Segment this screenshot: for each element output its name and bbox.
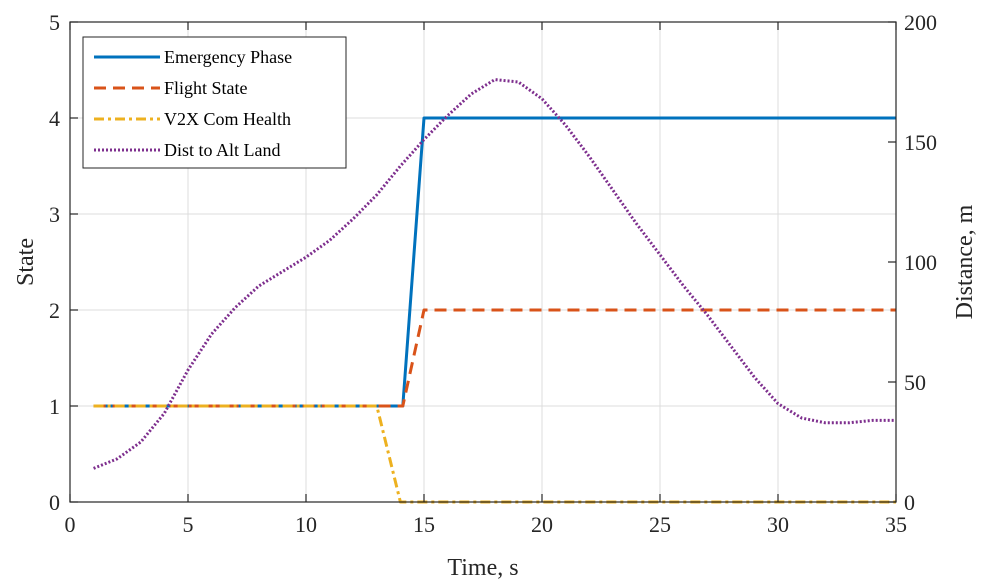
legend-label-emergency-phase: Emergency Phase <box>164 47 292 67</box>
x-axis-label: Time, s <box>447 555 518 581</box>
y-left-tick-label: 3 <box>49 202 60 227</box>
y-right-tick-label: 50 <box>904 370 926 395</box>
y-right-tick-label: 150 <box>904 130 937 155</box>
y-right-tick-label: 100 <box>904 250 937 275</box>
legend-label-dist-to-alt-land: Dist to Alt Land <box>164 140 281 160</box>
y-left-tick-label: 1 <box>49 394 60 419</box>
legend: Emergency Phase Flight State V2X Com Hea… <box>82 36 347 169</box>
legend-label-flight-state: Flight State <box>164 78 248 98</box>
series-group <box>93 78 896 504</box>
series-line-v2x-com-health <box>93 404 896 504</box>
y-left-tick-label: 0 <box>49 490 60 515</box>
y-axis-left-label: State <box>13 238 39 286</box>
x-tick-label: 20 <box>531 512 553 537</box>
x-tick-label: 10 <box>295 512 317 537</box>
x-tick-label: 15 <box>413 512 435 537</box>
y-left-tick-label: 2 <box>49 298 60 323</box>
y-right-tick-label: 0 <box>904 490 915 515</box>
x-tick-label: 0 <box>65 512 76 537</box>
y-right-tick-label: 200 <box>904 10 937 35</box>
y-axis-right-label: Distance, m <box>952 204 978 319</box>
x-tick-label: 25 <box>649 512 671 537</box>
x-tick-label: 5 <box>183 512 194 537</box>
x-tick-label: 35 <box>885 512 907 537</box>
x-tick-label: 30 <box>767 512 789 537</box>
y-left-tick-label: 5 <box>49 10 60 35</box>
legend-box <box>82 36 347 169</box>
y-left-tick-label: 4 <box>49 106 60 131</box>
legend-label-v2x-com-health: V2X Com Health <box>164 109 291 129</box>
